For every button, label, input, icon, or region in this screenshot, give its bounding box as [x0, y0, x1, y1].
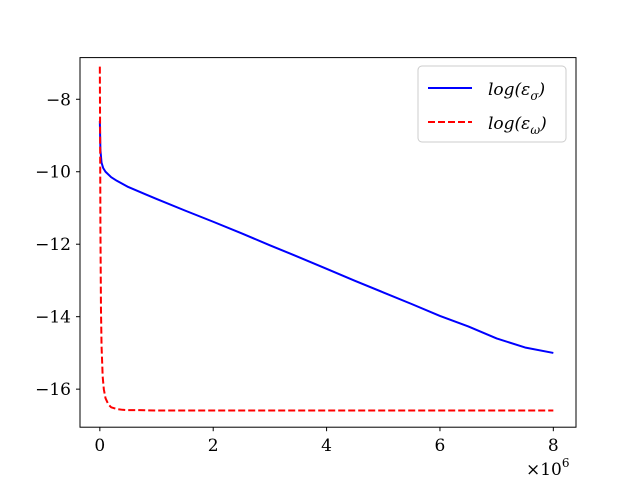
x-tick-label: 8: [548, 436, 559, 456]
series-log-epsilon-sigma-line: [98, 120, 554, 354]
x-axis-multiplier: ×106: [526, 456, 570, 480]
x-axis-multiplier-exponent: 6: [562, 456, 570, 470]
x-axis: 0 2 4 6 8: [94, 427, 559, 456]
y-axis: −16 −14 −12 −10 −8: [35, 90, 80, 400]
x-tick-label: 2: [208, 436, 219, 456]
legend-label-log-epsilon-sigma: log(εσ): [488, 80, 545, 103]
y-tick-label: −8: [46, 90, 71, 110]
legend: log(εσ) log(εω): [417, 65, 567, 143]
y-tick-label: −16: [35, 380, 71, 400]
x-tick-label: 4: [321, 436, 332, 456]
series-layer: [98, 66, 554, 412]
plot-frame: [79, 57, 577, 428]
x-tick-label: 6: [435, 436, 446, 456]
y-tick-label: −10: [35, 163, 71, 183]
y-tick-label: −14: [35, 308, 71, 328]
series-log-epsilon-omega-line: [98, 66, 554, 412]
y-tick-label: −12: [35, 235, 71, 255]
legend-label-log-epsilon-omega: log(εω): [488, 114, 547, 137]
x-tick-label: 0: [94, 436, 105, 456]
